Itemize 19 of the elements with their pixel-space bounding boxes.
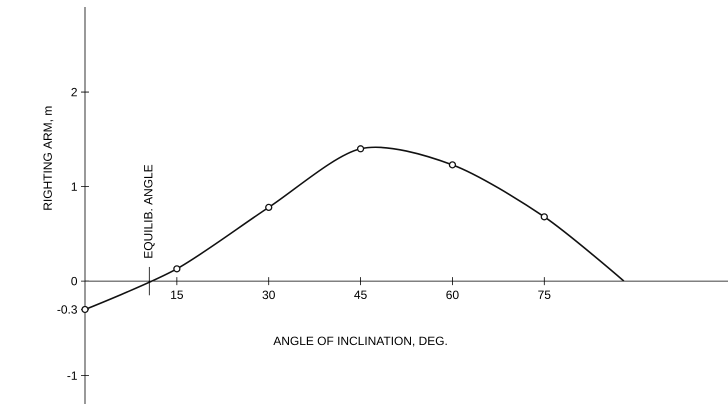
point <box>173 265 180 272</box>
x-tick-label: 60 <box>446 290 459 300</box>
point <box>540 213 548 220</box>
y-tick-label: 0 <box>71 276 78 286</box>
x-tick-label: 30 <box>262 290 275 300</box>
y-tick-label: -0.3 <box>57 305 77 314</box>
y-tick-label: -1 <box>67 372 77 380</box>
point <box>81 306 89 314</box>
point <box>356 145 364 152</box>
ref-line-label: EQUILIB. ANGLE <box>144 164 155 258</box>
y-tick-label: 1 <box>72 182 77 191</box>
x-tick-label: 75 <box>538 290 550 299</box>
x-tick-label: 45 <box>354 290 367 299</box>
point <box>448 161 456 168</box>
y-axis-title: RIGHTING ARM, m <box>43 106 54 210</box>
x-axis-title: ANGLE OF INCLINATION, DEG. <box>273 336 447 347</box>
x-tick-label: 15 <box>171 290 183 299</box>
y-tick-label: 2 <box>71 88 77 96</box>
point <box>265 204 272 212</box>
